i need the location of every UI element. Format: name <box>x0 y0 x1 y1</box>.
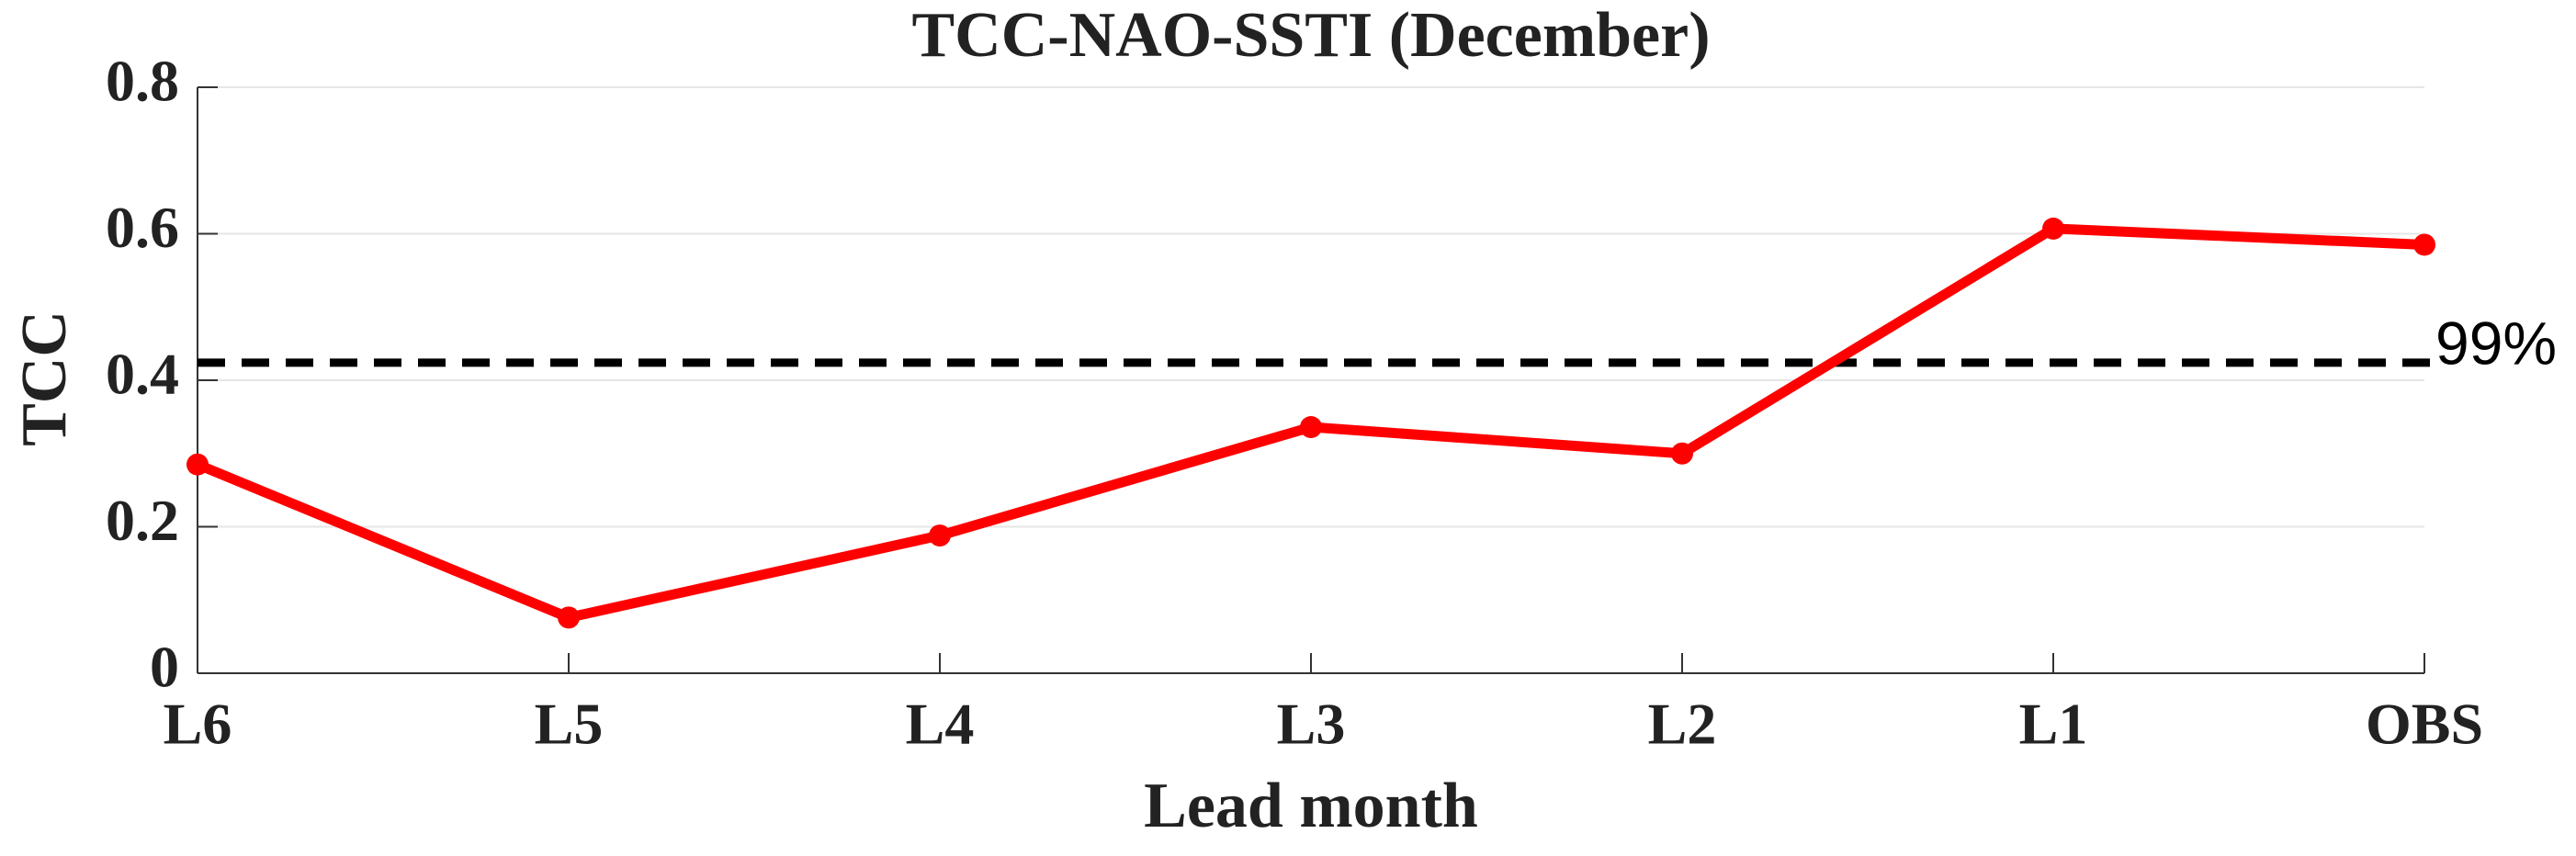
x-tick-label: L6 <box>164 692 232 757</box>
marker <box>1671 442 1693 465</box>
y-tick-label: 0.2 <box>106 488 179 553</box>
marker <box>929 524 951 547</box>
x-tick-label: L2 <box>1648 692 1717 757</box>
y-axis-label: TCC <box>9 310 80 446</box>
chart-title: TCC-NAO-SSTI (December) <box>911 0 1710 71</box>
y-tick-label: 0.4 <box>106 342 179 407</box>
x-tick-label: L1 <box>2019 692 2088 757</box>
marker <box>558 606 580 629</box>
x-tick-label: L4 <box>906 692 975 757</box>
y-tick-label: 0.6 <box>106 195 179 260</box>
x-tick-label: OBS <box>2366 692 2483 757</box>
marker <box>186 453 209 476</box>
reference-label: 99% <box>2435 309 2557 377</box>
x-axis-label: Lead month <box>1144 771 1478 841</box>
y-tick-label: 0 <box>150 635 179 700</box>
x-tick-label: L3 <box>1277 692 1346 757</box>
marker <box>1300 416 1322 439</box>
y-tick-label: 0.8 <box>106 49 179 114</box>
marker <box>2413 233 2435 256</box>
marker <box>2042 217 2064 240</box>
x-tick-label: L5 <box>535 692 604 757</box>
